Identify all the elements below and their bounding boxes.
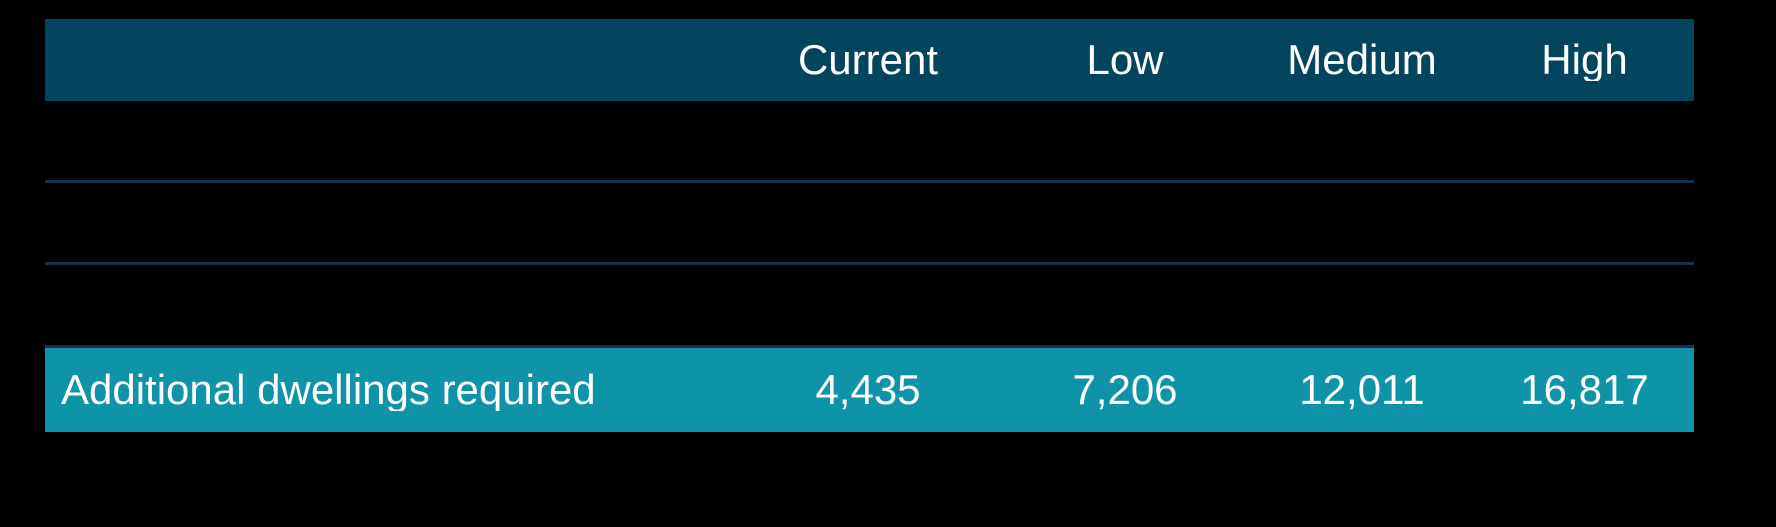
value-current: 4,435 [815, 369, 921, 411]
value-low: 7,206 [1072, 369, 1178, 411]
header-cell-medium: Medium [1287, 39, 1437, 81]
table-header-row: Current Low Medium High [45, 19, 1694, 101]
header-cell-high: High [1541, 39, 1628, 81]
value-high: 16,817 [1520, 369, 1649, 411]
table-row-blank-1 [45, 101, 1694, 183]
dwellings-scenario-table: Current Low Medium High Additional dwell… [45, 19, 1694, 432]
row-label-additional-dwellings: Additional dwellings required [61, 369, 596, 411]
header-cell-current: Current [797, 39, 939, 81]
value-medium: 12,011 [1299, 369, 1425, 411]
table-row-blank-3 [45, 265, 1694, 348]
table-row-blank-2 [45, 183, 1694, 265]
header-cell-low: Low [1086, 39, 1164, 81]
table-row-additional-dwellings: Additional dwellings required 4,435 7,20… [45, 348, 1694, 432]
